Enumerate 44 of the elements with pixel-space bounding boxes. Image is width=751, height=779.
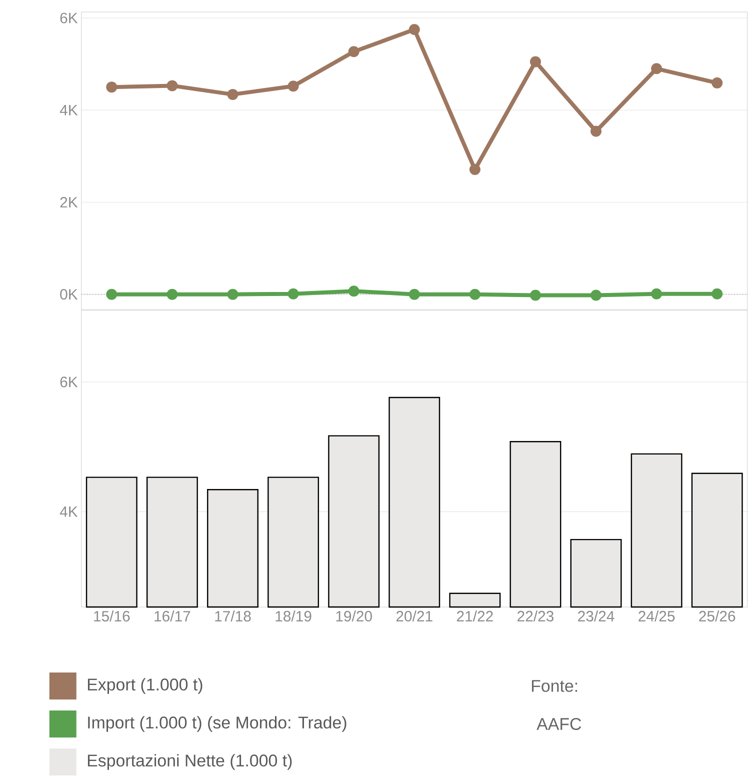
- point: [530, 56, 541, 68]
- point: [469, 288, 480, 300]
- point: [469, 164, 480, 176]
- y-tick-label: 2K: [60, 196, 78, 208]
- legend-label: Import (1.000 t) (se Mondo: Trade): [88, 716, 346, 732]
- x-tick-label: 15/16: [94, 610, 130, 622]
- x-tick-label: 22/23: [517, 610, 554, 622]
- x-tick-label: 24/25: [638, 610, 674, 622]
- y-tick-label: 0K: [60, 289, 78, 300]
- point: [590, 126, 602, 137]
- point: [106, 82, 117, 93]
- point: [348, 286, 360, 297]
- point: [166, 80, 178, 92]
- text: AAFC: [536, 718, 581, 730]
- y-tick-label: 6K: [60, 376, 78, 388]
- x-tick-label: 21/22: [456, 610, 493, 622]
- x-tick-label: 18/19: [276, 610, 312, 622]
- y-tick-label: 4K: [60, 104, 78, 116]
- point: [590, 290, 602, 301]
- point: [288, 80, 299, 92]
- legend-label: Export (1.000 t): [88, 678, 202, 694]
- point: [408, 288, 420, 300]
- point: [408, 24, 420, 35]
- x-tick-label: 23/24: [578, 610, 614, 622]
- point: [650, 288, 662, 300]
- point: [227, 88, 238, 100]
- point: [166, 288, 178, 300]
- x-tick-label: 16/17: [154, 610, 190, 622]
- x-tick-label: 19/20: [336, 610, 372, 622]
- point: [711, 288, 722, 300]
- x-tick-label: 17/18: [214, 610, 251, 622]
- point: [227, 288, 238, 300]
- point: [348, 46, 360, 58]
- x-tick-label: 20/21: [396, 610, 432, 622]
- y-tick-label: 6K: [60, 12, 78, 24]
- point: [106, 288, 117, 300]
- point: [711, 77, 722, 88]
- source-note: Fonte:: [532, 680, 577, 692]
- point: [288, 288, 299, 300]
- y-tick-label: 4K: [60, 506, 78, 517]
- x-tick-label: 25/26: [698, 610, 735, 622]
- point: [650, 63, 662, 74]
- legend-label: Esportazioni Nette (1.000 t): [88, 754, 292, 770]
- point: [530, 290, 541, 301]
